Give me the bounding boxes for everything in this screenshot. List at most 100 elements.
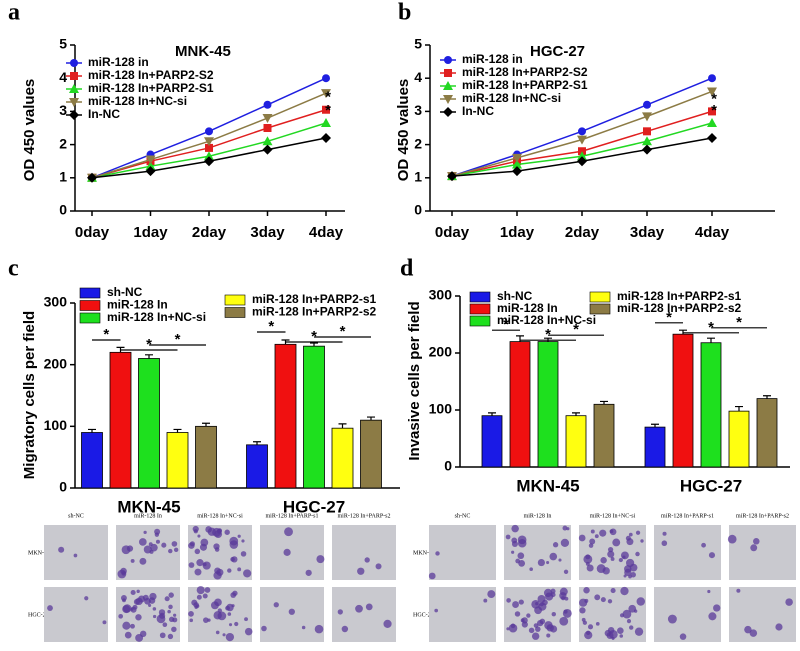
stained-cell [47, 605, 53, 611]
point [322, 105, 330, 114]
stained-cell [173, 613, 177, 617]
stained-cell [136, 589, 140, 594]
legend-label: miR-128 In+PARP2-s2 [617, 301, 741, 315]
stained-cell [102, 620, 107, 625]
column-label: miR-128 In+PARP-s1 [661, 513, 714, 519]
micrograph [44, 587, 108, 642]
x-tick-label: 3day [630, 224, 665, 241]
y-tick-label: 300 [429, 287, 453, 303]
stained-cell [337, 609, 343, 615]
stained-cell [505, 534, 511, 540]
stained-cell [215, 630, 220, 635]
legend-label: miR-128 In+PARP2-S1 [462, 78, 588, 92]
bar [509, 341, 531, 468]
stained-cell [589, 538, 596, 545]
chart-title: MNK-45 [175, 43, 231, 60]
error-bar [600, 400, 608, 405]
stained-cell [228, 623, 233, 627]
annotation: * [325, 102, 331, 119]
x-tick-label: 3day [250, 224, 285, 241]
column-label: sh-NC [68, 513, 84, 519]
annotation: * [268, 318, 274, 335]
error-bar [338, 423, 347, 429]
stained-cell [679, 633, 687, 640]
stained-cell [243, 569, 252, 578]
stained-cell [227, 568, 232, 573]
stained-cell [232, 590, 238, 596]
stained-cell [583, 554, 593, 564]
stained-cell [191, 599, 198, 606]
stained-cell [542, 599, 548, 606]
stained-cell [365, 603, 373, 611]
panel-label: b [398, 0, 411, 26]
error-bar [488, 412, 496, 416]
stained-cell [122, 598, 126, 603]
y-axis-label: Migratory cells per field [21, 311, 38, 479]
legend-swatch [589, 291, 611, 303]
stained-cell [511, 540, 518, 547]
point [322, 74, 330, 83]
point [321, 132, 331, 143]
stained-cell [168, 604, 173, 610]
panel-label: a [8, 0, 20, 26]
stained-cell [148, 597, 156, 604]
stained-cell [121, 571, 126, 576]
legend-label: miR-128 In+PARP2-S2 [88, 68, 214, 82]
stained-cell [622, 609, 632, 619]
stained-cell [135, 614, 142, 621]
stained-cell [506, 598, 511, 603]
stained-cell [214, 598, 222, 607]
stained-cell [562, 608, 572, 618]
legend-swatch [79, 312, 101, 324]
bar [138, 358, 160, 489]
stained-cell [159, 612, 166, 619]
stained-cell [261, 625, 267, 632]
point [205, 143, 213, 152]
stained-cell [161, 542, 167, 548]
y-tick-label: 5 [59, 36, 67, 52]
stained-cell [73, 553, 78, 558]
annotation: * [736, 314, 742, 331]
stained-cell [708, 552, 716, 559]
error-bar [735, 405, 743, 412]
stained-cell [283, 548, 291, 556]
point [205, 127, 213, 136]
error-bar [367, 416, 375, 421]
stained-cell [130, 589, 136, 596]
stained-cell [122, 604, 132, 613]
stained-cell [216, 528, 222, 534]
point [321, 89, 331, 99]
stained-cell [130, 558, 135, 563]
stained-cell [230, 557, 235, 562]
error-bar [651, 423, 659, 428]
stained-cell [750, 544, 758, 552]
bar [537, 341, 559, 468]
stained-cell [164, 596, 170, 602]
legend-marker [70, 59, 78, 67]
stained-cell [626, 619, 632, 624]
stained-cell [126, 545, 134, 552]
micrograph [504, 525, 571, 580]
stained-cell [552, 542, 559, 548]
stained-cell [630, 572, 636, 578]
stained-cell [227, 612, 232, 616]
point [643, 127, 651, 136]
error-bar [310, 342, 318, 347]
stained-cell [205, 526, 212, 533]
error-bar [202, 422, 210, 427]
point [708, 74, 716, 83]
stained-cell [142, 594, 149, 601]
stained-cell [152, 607, 157, 611]
bar [109, 351, 132, 489]
legend-label: miR-128 In+NC-si [497, 313, 596, 327]
stained-cell [606, 632, 614, 639]
stained-cell [195, 604, 200, 608]
point [145, 161, 156, 171]
legend-label: miR-128 in [462, 52, 523, 66]
stained-cell [517, 552, 525, 560]
stained-cell [624, 568, 632, 577]
stained-cell [661, 540, 668, 547]
stained-cell [167, 633, 174, 640]
stained-cell [167, 609, 171, 614]
stained-cell [607, 626, 615, 634]
